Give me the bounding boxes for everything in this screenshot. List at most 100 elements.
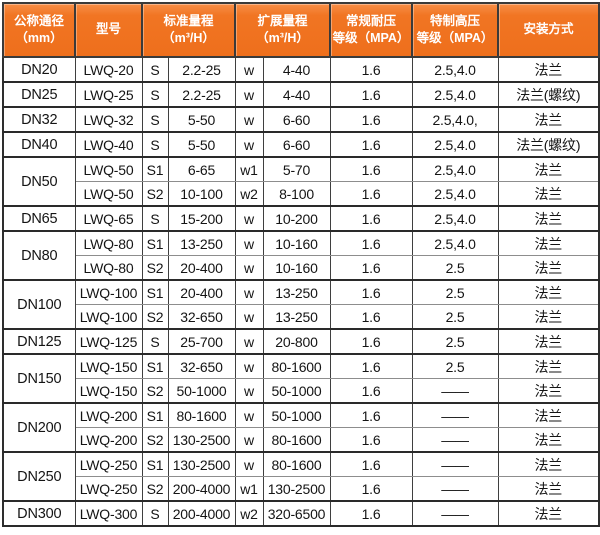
cell-model: LWQ-80 [74, 255, 143, 281]
cell-nominal-diameter: DN250 [2, 451, 76, 502]
header-extended-range-line2: （m³/H） [256, 31, 309, 45]
cell-regular-pressure: 1.6 [329, 427, 413, 453]
cell-standard-code: S1 [141, 230, 169, 256]
cell-standard-range: 80-1600 [167, 402, 236, 428]
cell-regular-pressure: 1.6 [329, 279, 413, 305]
table-body: DN20 LWQ-20 S 2.2-25 w 4-40 1.6 2.5,4.0 法兰 DN25 LW… [2, 56, 600, 527]
cell-high-pressure: 2.5,4.0, [411, 106, 499, 133]
cell-model: LWQ-100 [74, 279, 143, 305]
cell-extended-code: w2 [234, 181, 264, 207]
cell-extended-code: w [234, 255, 264, 281]
cell-extended-range: 6-60 [262, 106, 331, 133]
cell-extended-range: 80-1600 [262, 427, 331, 453]
table-row: DN50 LWQ-50 S1 6-65 w1 5-70 1.6 2.5,4.0 法兰 [2, 156, 600, 207]
table-row: LWQ-250 S2 200-4000 w1 130-2500 1.6 —— 法兰 [3, 476, 600, 502]
cell-nominal-diameter: DN125 [2, 328, 76, 355]
cell-extended-range: 320-6500 [262, 500, 331, 527]
header-model-line1: 型号 [95, 22, 121, 37]
cell-extended-range: 80-1600 [262, 353, 331, 379]
cell-extended-range: 13-250 [262, 304, 331, 330]
cell-standard-range: 20-400 [167, 255, 236, 281]
cell-nominal-diameter: DN200 [2, 402, 76, 453]
cell-extended-code: w [234, 106, 264, 133]
cell-extended-code: w [234, 353, 264, 379]
cell-extended-code: w [234, 56, 264, 83]
cell-standard-range: 32-650 [167, 304, 236, 330]
cell-model: LWQ-40 [74, 131, 143, 158]
cell-install-method: 法兰 [497, 500, 600, 527]
cell-standard-code: S1 [141, 156, 169, 182]
cell-install-method: 法兰 [497, 328, 600, 355]
header-standard-range-line2: （m³/H） [162, 31, 215, 45]
cell-nominal-diameter: DN40 [2, 131, 76, 158]
header-nominal-diameter-line2: （mm） [15, 31, 63, 45]
cell-nominal-diameter: DN50 [2, 156, 76, 207]
cell-regular-pressure: 1.6 [329, 131, 413, 158]
cell-extended-range: 10-200 [262, 205, 331, 232]
cell-extended-code: w1 [234, 476, 264, 502]
cell-standard-code: S [141, 131, 169, 158]
cell-extended-code: w [234, 230, 264, 256]
cell-standard-range: 20-400 [167, 279, 236, 305]
cell-standard-code: S2 [141, 255, 169, 281]
table-row: DN250 LWQ-250 S1 130-2500 w 80-1600 1.6 —— 法兰 [2, 451, 600, 502]
cell-extended-range: 8-100 [262, 181, 331, 207]
header-special-high-pressure-line2: 等级（MPA） [416, 31, 494, 45]
cell-model: LWQ-250 [74, 476, 143, 502]
cell-standard-code: S [141, 56, 169, 83]
cell-standard-range: 10-100 [167, 181, 236, 207]
table-row: DN125 LWQ-125 S 25-700 w 20-800 1.6 2.5 法兰 [2, 328, 600, 355]
cell-regular-pressure: 1.6 [329, 181, 413, 207]
cell-model: LWQ-300 [74, 500, 143, 527]
cell-extended-code: w [234, 205, 264, 232]
cell-regular-pressure: 1.6 [329, 205, 413, 232]
cell-standard-range: 130-2500 [167, 451, 236, 477]
cell-regular-pressure: 1.6 [329, 451, 413, 477]
cell-standard-code: S2 [141, 304, 169, 330]
cell-standard-code: S2 [141, 181, 169, 207]
cell-standard-code: S [141, 106, 169, 133]
cell-high-pressure: 2.5,4.0 [411, 131, 499, 158]
table-header: 公称通径 （mm） 型号 标准量程 （m³/H） 扩展量程 （m³/H） 常规耐… [2, 2, 600, 58]
table-row: LWQ-150 S2 50-1000 w 50-1000 1.6 —— 法兰 [3, 378, 600, 404]
header-regular-pressure: 常规耐压 等级（MPA） [329, 2, 413, 58]
cell-high-pressure: —— [411, 378, 499, 404]
cell-extended-range: 130-2500 [262, 476, 331, 502]
table-row: LWQ-200 S2 130-2500 w 80-1600 1.6 —— 法兰 [3, 427, 600, 453]
cell-extended-range: 50-1000 [262, 378, 331, 404]
cell-extended-code: w [234, 304, 264, 330]
cell-install-method: 法兰 [497, 451, 600, 477]
cell-regular-pressure: 1.6 [329, 255, 413, 281]
cell-extended-code: w1 [234, 156, 264, 182]
cell-standard-range: 130-2500 [167, 427, 236, 453]
cell-extended-range: 10-160 [262, 255, 331, 281]
cell-extended-range: 13-250 [262, 279, 331, 305]
table-row: DN25 LWQ-25 S 2.2-25 w 4-40 1.6 2.5,4.0 法兰(螺纹) [2, 81, 600, 108]
cell-install-method: 法兰 [497, 205, 600, 232]
cell-extended-range: 4-40 [262, 56, 331, 83]
table-row: LWQ-100 S2 32-650 w 13-250 1.6 2.5 法兰 [3, 304, 600, 330]
cell-regular-pressure: 1.6 [329, 56, 413, 83]
header-regular-pressure-line2: 等级（MPA） [332, 31, 410, 45]
table-row: DN65 LWQ-65 S 15-200 w 10-200 1.6 2.5,4.0 法兰 [2, 205, 600, 232]
header-special-high-pressure: 特制高压 等级（MPA） [411, 2, 499, 58]
cell-regular-pressure: 1.6 [329, 353, 413, 379]
cell-standard-range: 13-250 [167, 230, 236, 256]
cell-high-pressure: 2.5 [411, 279, 499, 305]
cell-standard-code: S1 [141, 451, 169, 477]
cell-extended-range: 80-1600 [262, 451, 331, 477]
cell-standard-range: 32-650 [167, 353, 236, 379]
cell-standard-range: 25-700 [167, 328, 236, 355]
cell-standard-code: S [141, 81, 169, 108]
cell-regular-pressure: 1.6 [329, 156, 413, 182]
cell-extended-code: w [234, 81, 264, 108]
cell-standard-code: S2 [141, 378, 169, 404]
header-standard-range: 标准量程 （m³/H） [141, 2, 236, 58]
header-nominal-diameter: 公称通径 （mm） [2, 2, 76, 58]
cell-extended-range: 50-1000 [262, 402, 331, 428]
header-row: 公称通径 （mm） 型号 标准量程 （m³/H） 扩展量程 （m³/H） 常规耐… [2, 2, 600, 58]
cell-standard-code: S2 [141, 476, 169, 502]
cell-nominal-diameter: DN300 [2, 500, 76, 527]
cell-high-pressure: 2.5 [411, 255, 499, 281]
